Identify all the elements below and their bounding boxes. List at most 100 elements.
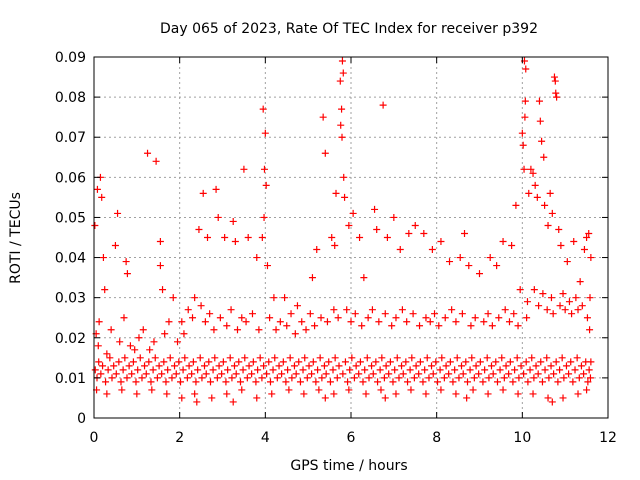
data-point [330,306,338,314]
data-point [184,306,192,314]
data-point [559,290,567,298]
data-point [486,254,494,262]
data-point [448,306,456,314]
data-point [270,294,278,302]
data-point [523,314,531,322]
data-point [373,225,381,233]
data-point [553,93,561,101]
data-point [152,157,160,165]
data-point [537,358,545,366]
data-point [159,286,167,294]
data-point [571,366,579,374]
data-point [195,225,203,233]
data-point [111,242,119,250]
data-point [455,374,463,382]
data-point [377,386,385,394]
data-point [248,310,256,318]
data-point [529,390,537,398]
data-point [505,370,513,378]
data-point [216,314,224,322]
data-point [101,286,109,294]
data-point [368,306,376,314]
data-point [284,366,292,374]
data-point [361,366,369,374]
data-point [223,322,231,330]
data-point [539,290,547,298]
x-tick-label: 4 [261,430,270,446]
data-point [498,354,506,362]
data-point [487,362,495,370]
data-point [163,390,171,398]
data-point [260,165,268,173]
data-point [381,394,389,402]
data-point [290,362,298,370]
data-point [201,318,209,326]
data-point [495,314,503,322]
data-point [149,366,157,374]
data-point [189,314,197,322]
data-point [348,354,356,362]
data-point [288,374,296,382]
data-point [476,270,483,278]
data-point [419,378,427,386]
data-point [233,326,241,334]
data-point [328,234,336,241]
data-point [131,346,139,354]
data-point [426,318,434,326]
data-point [547,362,555,370]
data-point [349,209,357,217]
data-point [262,181,270,189]
y-tick-label: 0.08 [55,90,86,106]
data-point [235,358,243,366]
data-point [292,370,300,378]
data-point [238,386,246,394]
data-point [346,366,354,374]
data-point [502,362,510,370]
data-point [276,318,284,326]
data-point [493,262,501,270]
data-point [360,274,368,282]
data-point [103,390,111,398]
chart-title: Day 065 of 2023, Rate Of TEC Index for r… [160,21,538,37]
data-point [385,370,393,378]
data-point [320,362,328,370]
data-point [158,370,166,378]
data-point [329,366,337,374]
data-point [344,378,352,386]
data-point [240,165,248,173]
data-point [437,386,445,394]
data-point [279,358,287,366]
data-point [201,362,209,370]
data-point [345,221,353,229]
data-point [169,294,177,302]
data-point [546,189,554,197]
data-point [204,234,212,241]
data-point [178,394,186,402]
data-point [256,354,264,362]
data-point [223,390,231,398]
data-point [313,246,321,254]
data-point [321,149,329,157]
data-point [416,358,424,366]
data-point [285,386,293,394]
data-point [431,310,439,318]
data-point [136,354,144,362]
data-point [301,354,309,362]
data-point [547,294,555,302]
data-point [249,358,257,366]
data-point [222,378,230,386]
data-point [484,310,492,318]
data-point [514,390,522,398]
data-point [550,73,558,81]
data-point [273,374,281,382]
data-point [188,370,196,378]
data-point [422,314,430,322]
data-point [248,370,256,378]
data-point [119,366,127,374]
x-tick-labels: 0 2 4 6 8 10 12 [90,430,617,446]
data-point [561,306,569,314]
data-point [432,358,440,366]
data-point [559,394,567,402]
data-point [505,318,513,326]
data-point [523,298,531,306]
